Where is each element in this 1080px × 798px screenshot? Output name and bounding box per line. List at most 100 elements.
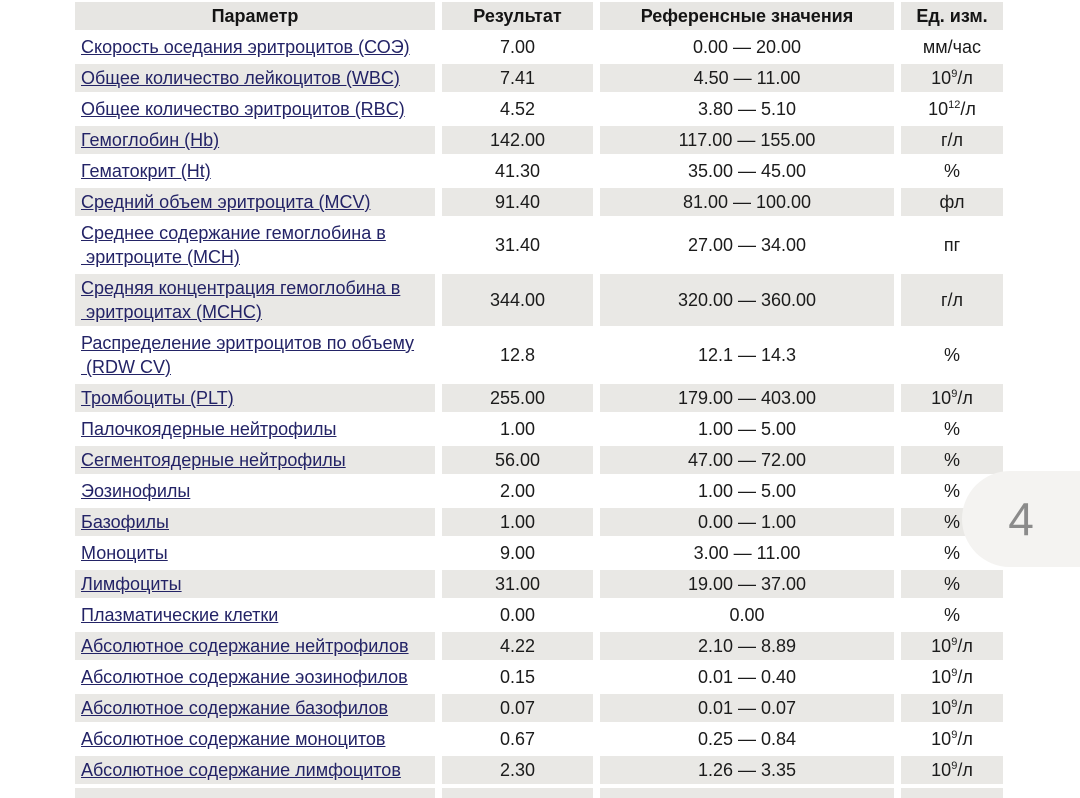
parameter-link[interactable]: Общее количество эритроцитов (RBC) xyxy=(81,99,405,119)
unit-value: 109/л xyxy=(901,725,1003,753)
parameter-link[interactable]: Сегментоядерные нейтрофилы xyxy=(81,450,346,470)
parameter-link[interactable]: Средний объем эритроцита (MCV) xyxy=(81,192,371,212)
reference-range: 0.00 — 20.00 xyxy=(600,33,894,61)
parameter-cell: Моноциты xyxy=(75,539,435,567)
unit-value: % xyxy=(901,446,1003,474)
unit-value: фл xyxy=(901,188,1003,216)
result-value: 12.8 xyxy=(442,329,593,381)
parameter-cell: Палочкоядерные нейтрофилы xyxy=(75,415,435,443)
parameter-link[interactable]: Эозинофилы xyxy=(81,481,191,501)
reference-range: 179.00 — 403.00 xyxy=(600,384,894,412)
reference-range: 320.00 — 360.00 xyxy=(600,274,894,326)
parameter-link[interactable]: Абсолютное содержание эозинофилов xyxy=(81,667,408,687)
reference-range: 0.00 — 1.00 xyxy=(600,508,894,536)
parameter-cell: Сегментоядерные нейтрофилы xyxy=(75,446,435,474)
result-value: 9.00 xyxy=(442,539,593,567)
table-row: Скорость оседания эритроцитов (СОЭ) 7.00 0… xyxy=(75,33,1003,61)
result-value: 31.00 xyxy=(442,570,593,598)
unit-value: % xyxy=(901,157,1003,185)
parameter-link[interactable]: Лимфоциты xyxy=(81,574,182,594)
parameter-cell: Абсолютное содержание нейтрофилов xyxy=(75,632,435,660)
reference-range: 27.00 — 34.00 xyxy=(600,219,894,271)
parameter-link[interactable]: Абсолютное содержание моноцитов xyxy=(81,729,386,749)
reference-range: 81.00 — 100.00 xyxy=(600,188,894,216)
parameter-cell: Абсолютное содержание базофилов xyxy=(75,694,435,722)
parameter-cell: Абсолютное содержание лимфоцитов xyxy=(75,756,435,784)
parameter-link[interactable]: Моноциты xyxy=(81,543,168,563)
result-value: 1.00 xyxy=(442,508,593,536)
result-value: 344.00 xyxy=(442,274,593,326)
parameter-link[interactable]: Тромбоциты (PLT) xyxy=(81,388,234,408)
reference-range: 117.00 — 155.00 xyxy=(600,126,894,154)
table-row: Общее количество эритроцитов (RBC) 4.52 3.… xyxy=(75,95,1003,123)
result-value: 0.07 xyxy=(442,694,593,722)
parameter-link[interactable]: Средняя концентрация гемоглобина в эритр… xyxy=(81,278,401,322)
parameter-link[interactable]: Общее количество лейкоцитов (WBC) xyxy=(81,68,400,88)
table-header-row: Параметр Результат Референсные значения … xyxy=(75,2,1003,30)
parameter-link[interactable]: Палочкоядерные нейтрофилы xyxy=(81,419,337,439)
table-row: Абсолютное содержание эозинофилов 0.15 0.0… xyxy=(75,663,1003,691)
result-value: 91.40 xyxy=(442,188,593,216)
parameter-cell: Общее количество эритроцитов (RBC) xyxy=(75,95,435,123)
result-value: 31.40 xyxy=(442,219,593,271)
table-row: Общее количество лейкоцитов (WBC) 7.41 4.5… xyxy=(75,64,1003,92)
parameter-link[interactable]: Среднее содержание гемоглобина в эритроц… xyxy=(81,223,386,267)
table-row: Лимфоциты 31.00 19.00 — 37.00% xyxy=(75,570,1003,598)
parameter-cell: Гематокрит (Ht) xyxy=(75,157,435,185)
table-row: Палочкоядерные нейтрофилы 1.00 1.00 — 5.00… xyxy=(75,415,1003,443)
result-value: 2.30 xyxy=(442,756,593,784)
cutoff-next-row xyxy=(75,788,1003,798)
reference-range: 1.26 — 3.35 xyxy=(600,756,894,784)
parameter-link[interactable]: Плазматические клетки xyxy=(81,605,279,625)
parameter-link[interactable]: Базофилы xyxy=(81,512,169,532)
parameter-cell: Тромбоциты (PLT) xyxy=(75,384,435,412)
parameter-cell: Среднее содержание гемоглобина в эритроц… xyxy=(75,219,435,271)
unit-value: % xyxy=(901,570,1003,598)
table-row: Базофилы 1.00 0.00 — 1.00% xyxy=(75,508,1003,536)
parameter-cell: Скорость оседания эритроцитов (СОЭ) xyxy=(75,33,435,61)
reference-range: 0.01 — 0.07 xyxy=(600,694,894,722)
parameter-cell: Распределение эритроцитов по объему (RDW… xyxy=(75,329,435,381)
parameter-link[interactable]: Абсолютное содержание базофилов xyxy=(81,698,389,718)
page-number: 4 xyxy=(1008,493,1034,545)
parameter-link[interactable]: Распределение эритроцитов по объему (RDW… xyxy=(81,333,415,377)
reference-range: 2.10 — 8.89 xyxy=(600,632,894,660)
parameter-link[interactable]: Абсолютное содержание нейтрофилов xyxy=(81,636,409,656)
parameter-link[interactable]: Гематокрит (Ht) xyxy=(81,161,211,181)
reference-range: 0.01 — 0.40 xyxy=(600,663,894,691)
parameter-cell: Общее количество лейкоцитов (WBC) xyxy=(75,64,435,92)
reference-range: 47.00 — 72.00 xyxy=(600,446,894,474)
unit-value: 109/л xyxy=(901,756,1003,784)
result-value: 7.00 xyxy=(442,33,593,61)
table-row: Плазматические клетки 0.00 0.00% xyxy=(75,601,1003,629)
parameter-cell: Абсолютное содержание моноцитов xyxy=(75,725,435,753)
parameter-link[interactable]: Гемоглобин (Hb) xyxy=(81,130,220,150)
table-row: Моноциты 9.00 3.00 — 11.00% xyxy=(75,539,1003,567)
unit-value: 109/л xyxy=(901,632,1003,660)
reference-range: 0.00 xyxy=(600,601,894,629)
result-value: 4.22 xyxy=(442,632,593,660)
parameter-cell: Базофилы xyxy=(75,508,435,536)
result-value: 142.00 xyxy=(442,126,593,154)
table-row: Абсолютное содержание лимфоцитов 2.30 1.26… xyxy=(75,756,1003,784)
result-value: 41.30 xyxy=(442,157,593,185)
unit-value: 109/л xyxy=(901,64,1003,92)
unit-value: 109/л xyxy=(901,384,1003,412)
parameter-cell: Абсолютное содержание эозинофилов xyxy=(75,663,435,691)
table-row: Абсолютное содержание нейтрофилов 4.22 2.1… xyxy=(75,632,1003,660)
table-row: Среднее содержание гемоглобина в эритроц… xyxy=(75,219,1003,271)
reference-range: 0.25 — 0.84 xyxy=(600,725,894,753)
parameter-link[interactable]: Абсолютное содержание лимфоцитов xyxy=(81,760,401,780)
table-row: Средний объем эритроцита (MCV) 91.40 81.00… xyxy=(75,188,1003,216)
parameter-cell: Лимфоциты xyxy=(75,570,435,598)
result-value: 7.41 xyxy=(442,64,593,92)
parameter-cell: Средний объем эритроцита (MCV) xyxy=(75,188,435,216)
table-row: Абсолютное содержание базофилов 0.07 0.01 … xyxy=(75,694,1003,722)
unit-value: % xyxy=(901,415,1003,443)
result-value: 0.00 xyxy=(442,601,593,629)
result-value: 255.00 xyxy=(442,384,593,412)
unit-value: 109/л xyxy=(901,663,1003,691)
parameter-link[interactable]: Скорость оседания эритроцитов (СОЭ) xyxy=(81,37,410,57)
results-table: Параметр Результат Референсные значения … xyxy=(68,0,1010,787)
